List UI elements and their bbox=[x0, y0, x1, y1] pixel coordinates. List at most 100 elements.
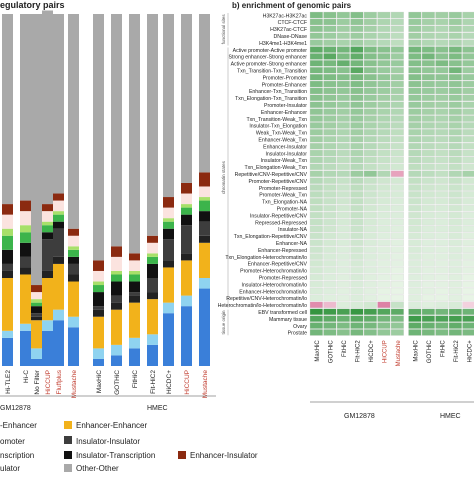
bar-segment-lightpink bbox=[31, 292, 42, 299]
heatmap-cell bbox=[310, 129, 323, 135]
panel-a-title: egulatory pairs bbox=[0, 0, 65, 10]
heatmap-cell bbox=[436, 47, 449, 53]
bar-segment-pi bbox=[147, 292, 158, 299]
heatmap-cell bbox=[337, 185, 350, 191]
bar-segment-it bbox=[31, 306, 42, 313]
row-label: Promoter-Repressed bbox=[259, 186, 307, 192]
heatmap-cell bbox=[409, 67, 422, 73]
bar-segment-et bbox=[129, 271, 140, 275]
heatmap-cell bbox=[378, 212, 391, 218]
heatmap-cell bbox=[391, 309, 404, 315]
heatmap-cell bbox=[310, 191, 323, 197]
bar-segment-et bbox=[111, 271, 122, 275]
heatmap-cell bbox=[324, 205, 337, 211]
heatmap-cell bbox=[449, 19, 462, 25]
bar-segment-it bbox=[163, 229, 174, 240]
heatmap-cell bbox=[364, 295, 377, 301]
heatmap-cell bbox=[409, 226, 422, 232]
heatmap-cell bbox=[391, 150, 404, 156]
heatmap-cell bbox=[449, 205, 462, 211]
heatmap-cell bbox=[324, 40, 337, 46]
bar-segment-ee bbox=[20, 274, 31, 323]
bar-segment-ii bbox=[53, 229, 64, 257]
heatmap-cell bbox=[409, 33, 422, 39]
heatmap-cell bbox=[378, 26, 391, 32]
heatmap-cell bbox=[449, 274, 462, 280]
heatmap-cell bbox=[449, 240, 462, 246]
heatmap-cell bbox=[378, 136, 391, 142]
heatmap-cell bbox=[378, 295, 391, 301]
heatmap-cell bbox=[391, 178, 404, 184]
heatmap-cell bbox=[324, 109, 337, 115]
heatmap-cell bbox=[409, 302, 422, 308]
row-label: Strong enhancer-Strong enhancer bbox=[229, 55, 308, 61]
col-label: MaxHiC bbox=[315, 340, 321, 362]
heatmap-cell bbox=[324, 191, 337, 197]
bar-segment-pp bbox=[199, 289, 210, 366]
heatmap-cell bbox=[463, 205, 474, 211]
heatmap-cell bbox=[378, 323, 391, 329]
heatmap-cell bbox=[391, 74, 404, 80]
heatmap-cell bbox=[449, 143, 462, 149]
heatmap-cell bbox=[422, 19, 435, 25]
heatmap-cell bbox=[351, 26, 364, 32]
heatmap-cell bbox=[436, 260, 449, 266]
heatmap-cell bbox=[391, 247, 404, 253]
bar-segment-et bbox=[42, 222, 53, 226]
bar-segment-ee bbox=[53, 264, 64, 310]
heatmap-cell bbox=[409, 47, 422, 53]
heatmap-cell bbox=[310, 212, 323, 218]
heatmap-cell bbox=[364, 60, 377, 66]
heatmap-cell bbox=[310, 260, 323, 266]
heatmap-cell bbox=[324, 81, 337, 87]
heatmap-cell bbox=[409, 136, 422, 142]
heatmap-cell bbox=[463, 33, 474, 39]
bar-segment-ee bbox=[163, 267, 174, 302]
bar-segment-ii bbox=[147, 278, 158, 292]
heatmap-cell bbox=[337, 233, 350, 239]
heatmap-cell bbox=[463, 12, 474, 18]
row-label: Active promoter-Active promoter bbox=[233, 48, 308, 54]
heatmap-cell bbox=[463, 226, 474, 232]
heatmap-cell bbox=[391, 254, 404, 260]
heatmap-cell bbox=[409, 329, 422, 335]
heatmap-cell bbox=[449, 109, 462, 115]
heatmap-cell bbox=[436, 309, 449, 315]
heatmap-cell bbox=[351, 171, 364, 177]
heatmap-cell bbox=[364, 198, 377, 204]
heatmap-cell bbox=[337, 129, 350, 135]
heatmap-cell bbox=[463, 329, 474, 335]
bar-segment-pe bbox=[111, 345, 122, 356]
bar-segment-it bbox=[42, 232, 53, 239]
heatmap-cell bbox=[351, 185, 364, 191]
heatmap-cell bbox=[436, 88, 449, 94]
heatmap-cell bbox=[391, 67, 404, 73]
heatmap-cell bbox=[436, 295, 449, 301]
heatmap-cell bbox=[310, 136, 323, 142]
heatmap-cell bbox=[310, 95, 323, 101]
legend-label: Insulator-Transcription bbox=[76, 451, 155, 460]
heatmap-cell bbox=[409, 53, 422, 59]
heatmap-cell bbox=[449, 219, 462, 225]
legend-label: Enhancer-Insulator bbox=[190, 451, 258, 460]
bar-segment-it bbox=[53, 222, 64, 229]
heatmap-cell bbox=[391, 102, 404, 108]
heatmap-cell bbox=[463, 316, 474, 322]
heatmap-cell bbox=[436, 40, 449, 46]
heatmap-cell bbox=[463, 40, 474, 46]
heatmap-cell bbox=[391, 205, 404, 211]
bar-segment-oo bbox=[68, 14, 79, 229]
heatmap-cell bbox=[310, 267, 323, 273]
heatmap-cell bbox=[463, 302, 474, 308]
heatmap-cell bbox=[463, 164, 474, 170]
heatmap-cell bbox=[391, 198, 404, 204]
heatmap-cell bbox=[436, 185, 449, 191]
heatmap-cell bbox=[378, 164, 391, 170]
bar-segment-pp bbox=[181, 306, 192, 366]
heatmap-cell bbox=[449, 226, 462, 232]
heatmap-cell bbox=[337, 81, 350, 87]
bar-segment-ei bbox=[20, 201, 31, 212]
heatmap-cell bbox=[391, 47, 404, 53]
row-label: Ovary bbox=[293, 324, 307, 330]
heatmap-cell bbox=[351, 219, 364, 225]
